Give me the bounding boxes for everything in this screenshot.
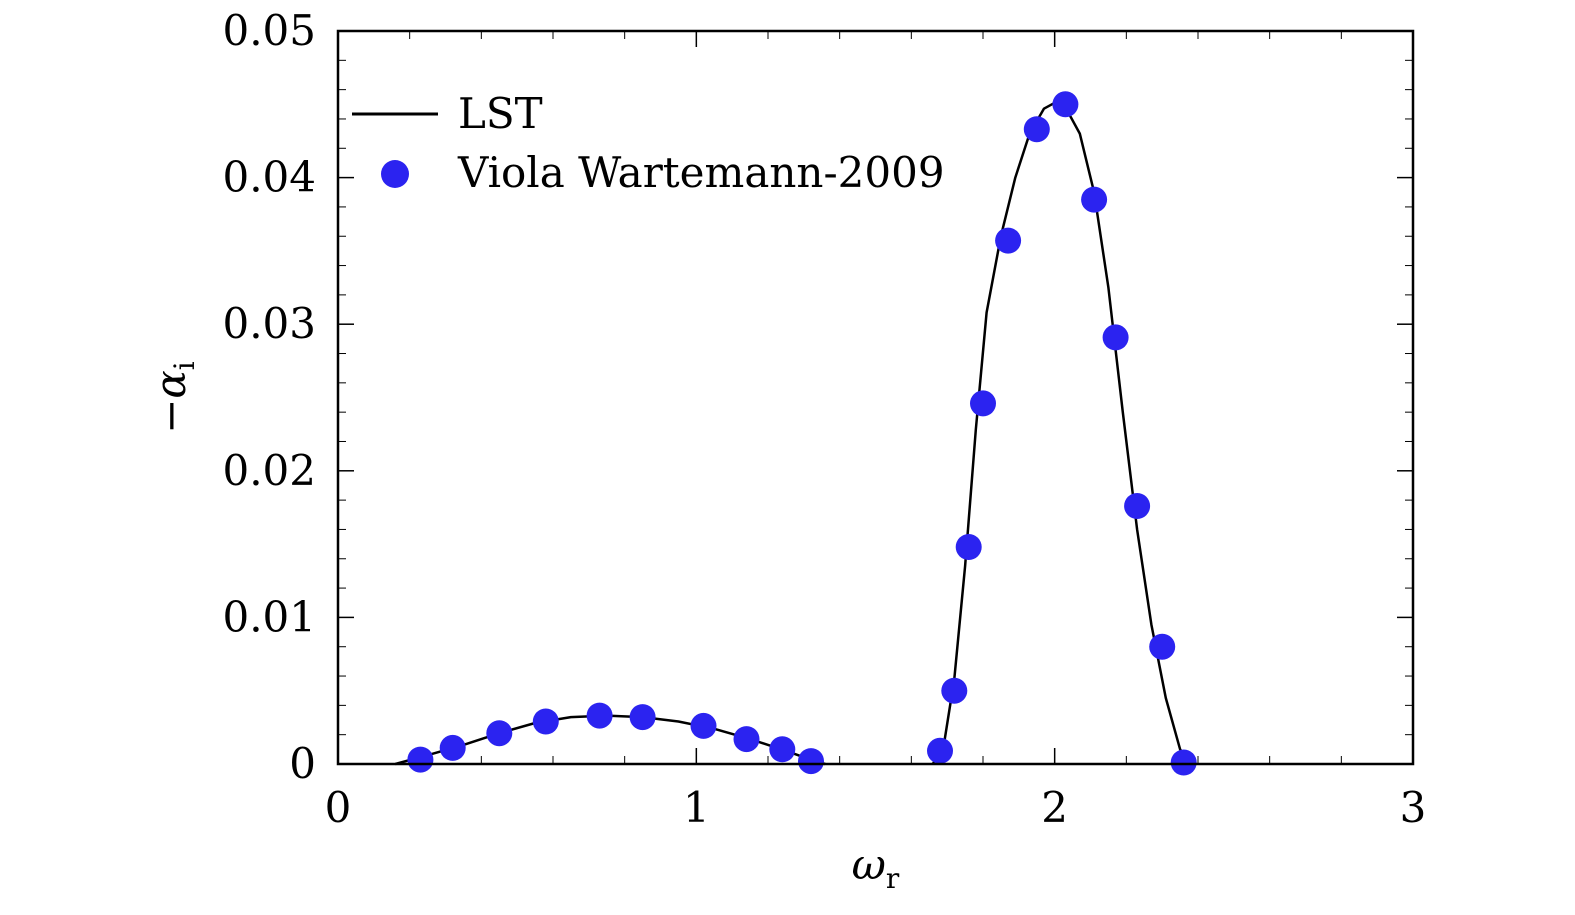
- data-point-viola: [995, 227, 1022, 254]
- legend-label-lst: LST: [458, 89, 543, 138]
- data-point-viola: [1023, 116, 1050, 143]
- data-point-viola: [1124, 493, 1151, 519]
- data-point-viola: [1052, 91, 1079, 118]
- x-tick-label: 0: [325, 783, 352, 832]
- x-axis-title: ωr: [852, 840, 900, 895]
- data-point-viola: [439, 734, 466, 761]
- y-axis-title: −αi: [146, 361, 201, 434]
- data-point-viola: [1170, 749, 1197, 776]
- data-point-viola: [955, 534, 982, 560]
- lst-curve-segment: [931, 101, 1192, 765]
- data-point-viola: [1149, 633, 1176, 660]
- data-point-viola: [407, 746, 434, 773]
- y-tick-label: 0.01: [222, 592, 316, 641]
- legend: LST Viola Wartemann-2009: [352, 89, 945, 197]
- x-tick-label: 1: [683, 783, 710, 832]
- y-axis-title-subscript: i: [168, 361, 201, 370]
- x-axis-title-subscript: r: [886, 862, 900, 895]
- ticks-layer: 0 1 2 3 0 0.01 0.02 0.03 0.04 0.05: [222, 6, 1426, 832]
- plot-frame: [336, 29, 1415, 766]
- x-tick-label: 3: [1400, 783, 1427, 832]
- data-point-viola: [586, 702, 613, 729]
- x-tick-label: 2: [1041, 783, 1068, 832]
- legend-label-viola: Viola Wartemann-2009: [457, 148, 945, 197]
- data-point-viola: [769, 736, 796, 763]
- y-tick-label: 0.05: [222, 6, 316, 55]
- x-axis-title-symbol: ω: [852, 840, 886, 889]
- data-point-viola: [690, 712, 717, 739]
- y-tick-label: 0.02: [222, 446, 316, 495]
- y-tick-label: 0.04: [222, 153, 316, 202]
- series-layer: [394, 91, 1197, 776]
- y-axis-title-minus: −: [146, 399, 195, 434]
- data-point-viola: [532, 708, 559, 735]
- data-point-viola: [970, 390, 996, 417]
- y-tick-label: 0.03: [222, 299, 316, 348]
- data-point-viola: [629, 704, 656, 731]
- legend-swatch-viola: [381, 160, 409, 188]
- data-point-viola: [927, 737, 953, 764]
- data-point-viola: [1081, 186, 1108, 213]
- data-point-viola: [1102, 324, 1129, 351]
- data-point-viola: [733, 726, 760, 753]
- data-point-viola: [798, 748, 824, 775]
- data-point-viola: [486, 720, 513, 747]
- y-tick-label: 0: [289, 739, 316, 788]
- y-axis-title-symbol: α: [146, 370, 195, 398]
- data-point-viola: [941, 677, 968, 704]
